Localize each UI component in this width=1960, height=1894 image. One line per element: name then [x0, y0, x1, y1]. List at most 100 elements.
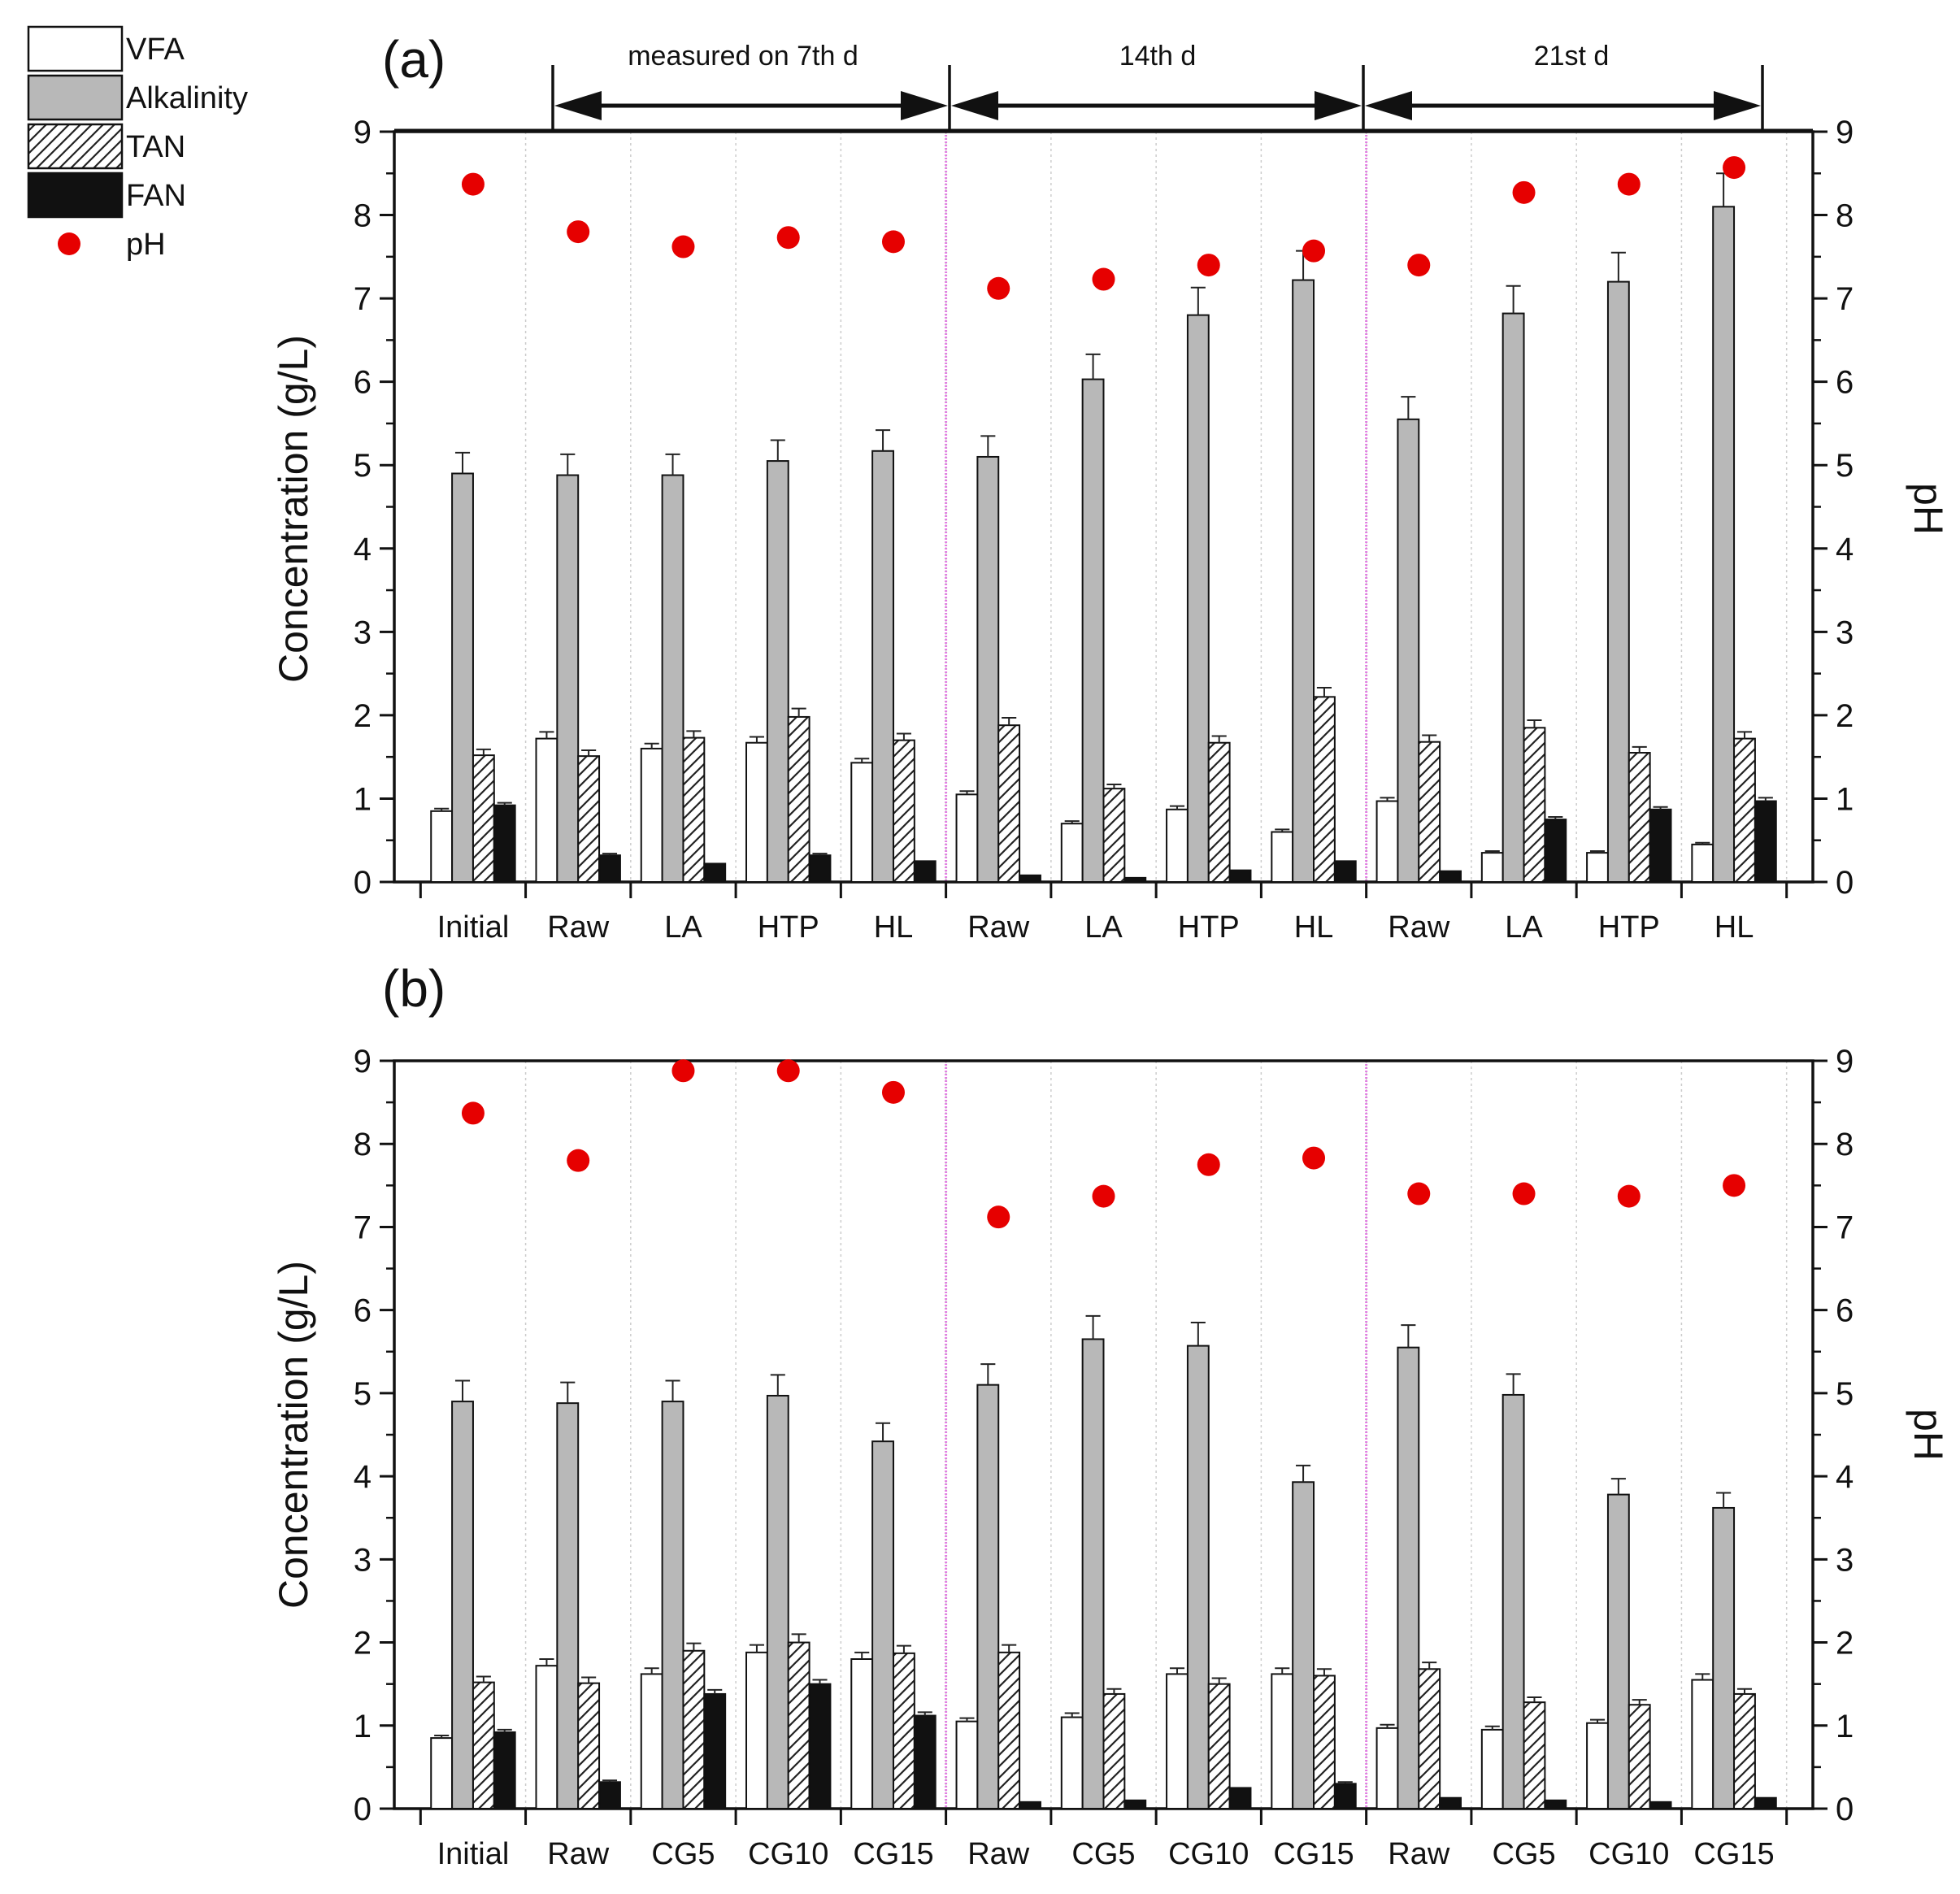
- legend-label-alk: Alkalinity: [126, 81, 248, 115]
- ph-point-a-4: [881, 230, 905, 254]
- panel-b-ylabel: Concentration (g/L): [271, 1261, 316, 1609]
- bar-alk-b-0: [451, 1401, 474, 1809]
- bar-tan-a-8: [1313, 696, 1336, 883]
- bar-vfa-b-7: [1166, 1673, 1189, 1809]
- bar-fan-a-12: [1754, 800, 1777, 884]
- y2-tick-label: 8: [1836, 1127, 1854, 1162]
- bar-alk-b-5: [976, 1384, 1000, 1809]
- y-tick-label: 8: [354, 1127, 372, 1162]
- bar-tan-a-5: [997, 724, 1021, 883]
- bar-alk-b-2: [661, 1401, 684, 1809]
- bar-vfa-a-12: [1691, 843, 1714, 883]
- bar-tan-b-10: [1523, 1701, 1546, 1809]
- bar-fan-b-2: [703, 1692, 727, 1810]
- bar-alk-a-11: [1606, 280, 1630, 884]
- y2-tick-label: 3: [1836, 1542, 1854, 1578]
- x-tick-label: HTP: [1598, 910, 1660, 945]
- bar-alk-a-12: [1712, 206, 1736, 884]
- legend-label-ph: pH: [126, 228, 166, 262]
- y2-tick-label: 9: [1836, 1044, 1854, 1079]
- bar-fan-b-5: [1019, 1801, 1041, 1810]
- period-arrow-head-left: [951, 91, 998, 120]
- y2-tick-label: 1: [1836, 1709, 1854, 1744]
- ph-point-a-1: [567, 220, 590, 244]
- x-tick-label: HL: [1714, 910, 1754, 945]
- bar-alk-a-7: [1186, 314, 1210, 884]
- ph-point-b-10: [1512, 1182, 1536, 1205]
- bar-tan-b-8: [1313, 1675, 1336, 1809]
- bar-alk-a-5: [976, 455, 1000, 883]
- y-tick-label: 5: [354, 448, 372, 484]
- x-tick-label: Raw: [547, 910, 610, 945]
- bar-tan-a-11: [1628, 752, 1651, 883]
- bar-alk-a-6: [1081, 378, 1105, 883]
- panel-b: (b) Concentration (g/L) pH 0 0 1 1 2 2 3 3 4 4 5 5 6…: [271, 959, 1951, 1871]
- bar-fan-a-11: [1649, 808, 1672, 884]
- bar-tan-b-6: [1102, 1692, 1126, 1810]
- bar-tan-b-7: [1207, 1683, 1231, 1810]
- bar-alk-a-1: [556, 474, 580, 883]
- bar-fan-a-4: [913, 860, 937, 883]
- bar-fan-b-0: [493, 1731, 516, 1810]
- y-tick-label: 2: [354, 1626, 372, 1662]
- bar-fan-b-3: [808, 1683, 832, 1810]
- legend-marker-ph: [58, 232, 80, 255]
- period-arrow-head-left: [1365, 91, 1412, 120]
- y2-tick-label: 2: [1836, 698, 1854, 734]
- bar-vfa-b-2: [640, 1673, 663, 1809]
- bar-vfa-a-7: [1166, 808, 1189, 884]
- y2-tick-label: 5: [1836, 1376, 1854, 1412]
- bar-vfa-b-11: [1586, 1722, 1609, 1810]
- bar-tan-b-4: [892, 1652, 915, 1810]
- bar-alk-b-8: [1292, 1481, 1315, 1810]
- y-tick-label: 3: [354, 1542, 372, 1578]
- y2-tick-label: 6: [1836, 365, 1854, 401]
- ph-point-a-0: [461, 172, 485, 196]
- y-tick-label: 6: [354, 365, 372, 401]
- bar-tan-b-5: [997, 1651, 1021, 1810]
- bar-vfa-a-5: [955, 793, 979, 883]
- bar-fan-a-10: [1544, 819, 1567, 883]
- x-tick-label: LA: [664, 910, 702, 945]
- y2-tick-label: 7: [1836, 281, 1854, 317]
- period-header: measured on 7th d 14th d 21st d: [394, 41, 1813, 132]
- y2-tick-label: 4: [1836, 532, 1854, 567]
- bar-vfa-b-6: [1060, 1716, 1084, 1810]
- bar-tan-b-11: [1628, 1704, 1651, 1809]
- ph-point-b-11: [1617, 1184, 1641, 1208]
- ph-point-a-10: [1512, 180, 1536, 204]
- bar-fan-b-7: [1228, 1787, 1252, 1809]
- bar-fan-b-9: [1439, 1796, 1462, 1810]
- bar-vfa-a-9: [1375, 800, 1399, 884]
- panel-b-y2label: pH: [1906, 1409, 1951, 1461]
- y-tick-label: 1: [354, 1709, 372, 1744]
- ph-point-b-9: [1407, 1182, 1431, 1205]
- y-tick-label: 0: [354, 865, 372, 901]
- y2-tick-label: 6: [1836, 1293, 1854, 1329]
- bar-vfa-a-1: [535, 737, 558, 883]
- bar-vfa-b-5: [955, 1720, 979, 1810]
- bar-tan-b-9: [1418, 1668, 1441, 1809]
- bar-vfa-b-4: [850, 1658, 874, 1809]
- bar-fan-b-6: [1123, 1799, 1147, 1810]
- y-tick-label: 8: [354, 198, 372, 234]
- bar-alk-a-2: [661, 474, 684, 883]
- ph-point-b-4: [881, 1080, 905, 1104]
- period-arrow-head-right: [1315, 91, 1362, 120]
- ph-point-a-7: [1197, 254, 1220, 277]
- x-tick-label: Raw: [1388, 910, 1450, 945]
- ph-point-a-3: [776, 226, 800, 250]
- y2-tick-label: 1: [1836, 781, 1854, 817]
- x-tick-label: CG10: [1588, 1837, 1669, 1871]
- bar-vfa-a-8: [1271, 831, 1294, 884]
- x-tick-label: HL: [1294, 910, 1334, 945]
- x-tick-label: CG10: [748, 1837, 828, 1871]
- legend-label-tan: TAN: [126, 130, 185, 164]
- bar-tan-b-2: [682, 1649, 706, 1810]
- ph-point-a-8: [1302, 239, 1326, 263]
- y2-tick-label: 4: [1836, 1459, 1854, 1495]
- x-tick-label: CG5: [1071, 1837, 1135, 1871]
- bar-vfa-b-12: [1691, 1679, 1714, 1810]
- bar-fan-b-12: [1754, 1796, 1777, 1810]
